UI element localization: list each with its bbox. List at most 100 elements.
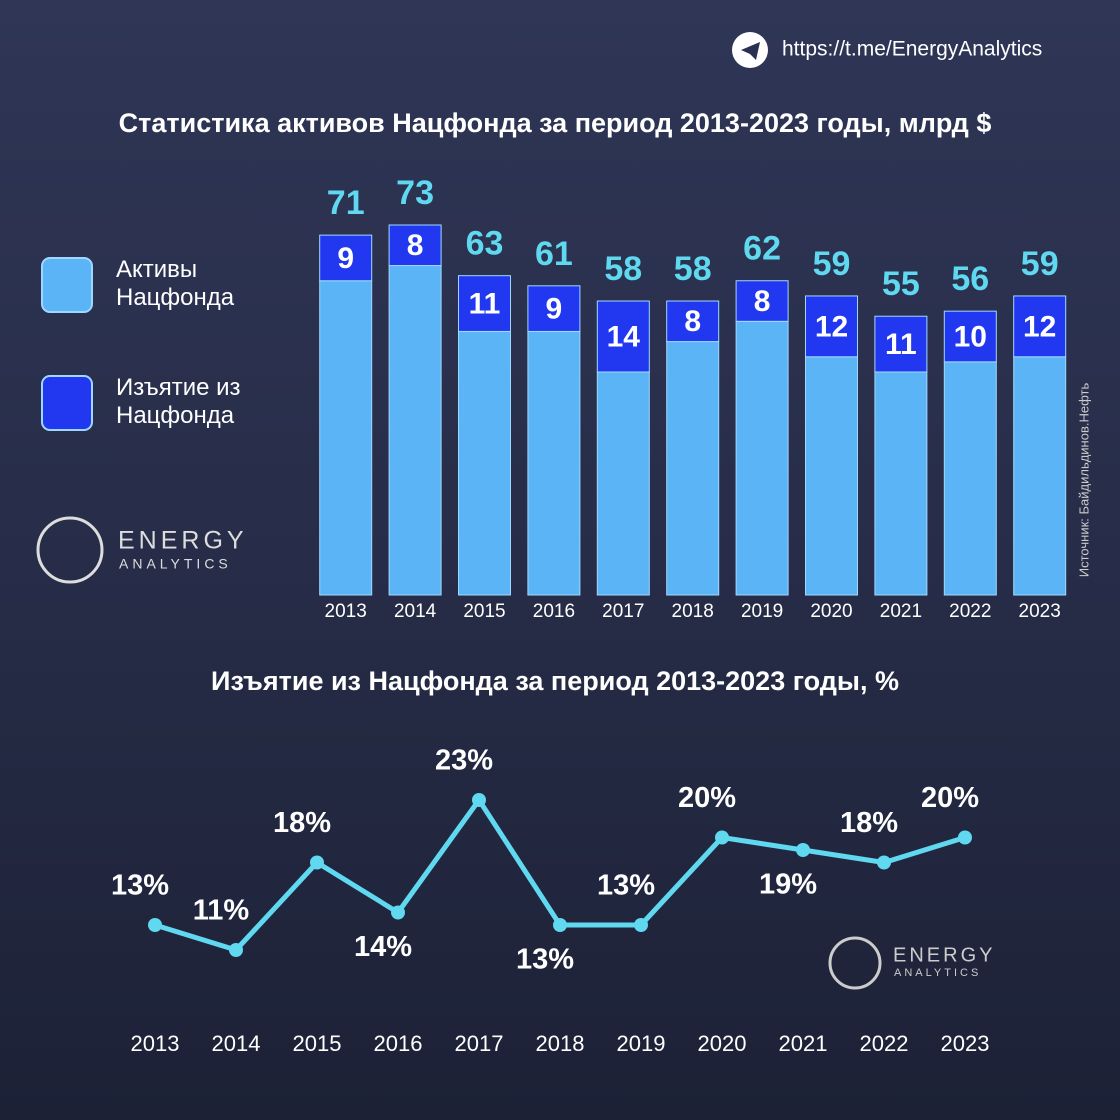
value-label: 20% xyxy=(678,782,736,814)
total-label: 61 xyxy=(535,235,573,273)
x-tick-label: 2013 xyxy=(131,1031,180,1056)
logo: ENERGY ANALYTICS xyxy=(828,936,995,990)
link[interactable]: https://t.me/EnergyAnalytics xyxy=(782,38,1042,61)
bar-segment xyxy=(527,330,581,596)
bar-segment xyxy=(596,300,650,373)
chart-title: Статистика активов Нацфонда за период 20… xyxy=(119,108,992,138)
value-label: 18% xyxy=(273,807,331,839)
bar-segment xyxy=(1013,356,1067,596)
point xyxy=(634,918,648,932)
segment-label: 14 xyxy=(607,320,641,353)
value-label: 14% xyxy=(354,931,412,963)
x-tick-label: 2015 xyxy=(463,601,505,622)
x-tick-label: 2016 xyxy=(374,1031,423,1056)
legend-swatch xyxy=(41,375,93,431)
value-label: 20% xyxy=(921,782,979,814)
logo: ENERGY ANALYTICS xyxy=(36,516,248,584)
x-tick-label: 2021 xyxy=(880,601,922,622)
bar-segment xyxy=(1013,295,1067,358)
point xyxy=(796,843,810,857)
logo-mark xyxy=(36,516,104,584)
bar-segment xyxy=(943,310,997,363)
value-label: 18% xyxy=(840,807,898,839)
x-tick-label: 2014 xyxy=(212,1031,261,1056)
x-tick-label: 2023 xyxy=(941,1031,990,1056)
bar-segment xyxy=(735,280,789,322)
total-label: 73 xyxy=(396,174,434,212)
segment-label: 8 xyxy=(407,229,424,262)
x-tick-label: 2018 xyxy=(536,1031,585,1056)
x-tick-label: 2013 xyxy=(325,601,367,622)
bar-segment xyxy=(666,341,720,596)
segment-label: 10 xyxy=(954,320,987,353)
bar-segment xyxy=(527,285,581,332)
value-label: 13% xyxy=(516,944,574,976)
segment-label: 12 xyxy=(1023,310,1056,343)
x-tick-label: 2020 xyxy=(698,1031,747,1056)
bar-segment xyxy=(943,361,997,596)
total-label: 63 xyxy=(466,225,504,263)
bar-segment xyxy=(735,320,789,596)
x-tick-label: 2016 xyxy=(533,601,575,622)
source: Источник: Байдильдинов.Нефть xyxy=(1076,383,1091,578)
x-tick-label: 2022 xyxy=(949,601,991,622)
point xyxy=(148,918,162,932)
bar-segment xyxy=(874,371,928,596)
legend-swatch xyxy=(41,257,93,313)
x-tick-label: 2017 xyxy=(602,601,644,622)
total-label: 62 xyxy=(743,230,781,268)
bar-segment xyxy=(805,356,858,596)
bar-segment xyxy=(805,295,858,358)
x-tick-label: 2017 xyxy=(455,1031,504,1056)
point xyxy=(877,855,891,870)
bar-segment xyxy=(458,330,511,596)
x-tick-label: 2018 xyxy=(672,601,714,622)
x-tick-label: 2023 xyxy=(1019,601,1061,622)
bar-segment xyxy=(596,371,650,596)
total-label: 71 xyxy=(327,184,365,222)
logo-text: ENERGY xyxy=(893,944,995,966)
bar-segment xyxy=(666,300,720,343)
total-label: 59 xyxy=(1021,245,1059,283)
segment-label: 11 xyxy=(885,328,917,361)
point xyxy=(229,943,243,957)
bar-segment xyxy=(319,234,373,282)
total-label: 58 xyxy=(674,250,712,288)
point xyxy=(958,830,972,845)
segment-label: 11 xyxy=(469,287,501,320)
bar-segment xyxy=(319,280,373,596)
point xyxy=(310,855,324,870)
x-tick-label: 2022 xyxy=(860,1031,909,1056)
total-label: 55 xyxy=(882,265,920,303)
bar-segment xyxy=(388,265,442,596)
value-label: 13% xyxy=(597,870,655,902)
x-tick-label: 2014 xyxy=(394,601,437,622)
logo-text: ANALYTICS xyxy=(119,556,232,572)
point xyxy=(715,830,729,845)
telegram-plane xyxy=(741,42,760,60)
logo-mark xyxy=(828,936,882,990)
legend-label: Изъятие из Нацфонда xyxy=(116,374,241,429)
value-label: 13% xyxy=(111,870,169,902)
x-tick-label: 2021 xyxy=(779,1031,828,1056)
segment-label: 8 xyxy=(684,305,701,338)
bar-segment xyxy=(388,224,442,267)
segment-label: 9 xyxy=(546,293,563,326)
logo-text: ANALYTICS xyxy=(894,967,981,979)
segment-label: 12 xyxy=(815,310,848,343)
bar-segment xyxy=(874,315,928,373)
total-label: 59 xyxy=(813,245,851,283)
value-label: 11% xyxy=(193,895,250,927)
chart-title: Изъятие из Нацфонда за период 2013-2023 … xyxy=(211,666,899,696)
bar-segment xyxy=(458,275,511,332)
x-tick-label: 2015 xyxy=(293,1031,342,1056)
total-label: 56 xyxy=(951,260,989,298)
value-label: 19% xyxy=(759,869,817,901)
x-tick-label: 2020 xyxy=(810,601,852,622)
point xyxy=(472,793,486,807)
logo-text: ENERGY xyxy=(118,527,248,555)
x-tick-label: 2019 xyxy=(617,1031,666,1056)
value-label: 23% xyxy=(435,745,493,777)
segment-label: 8 xyxy=(754,285,771,318)
